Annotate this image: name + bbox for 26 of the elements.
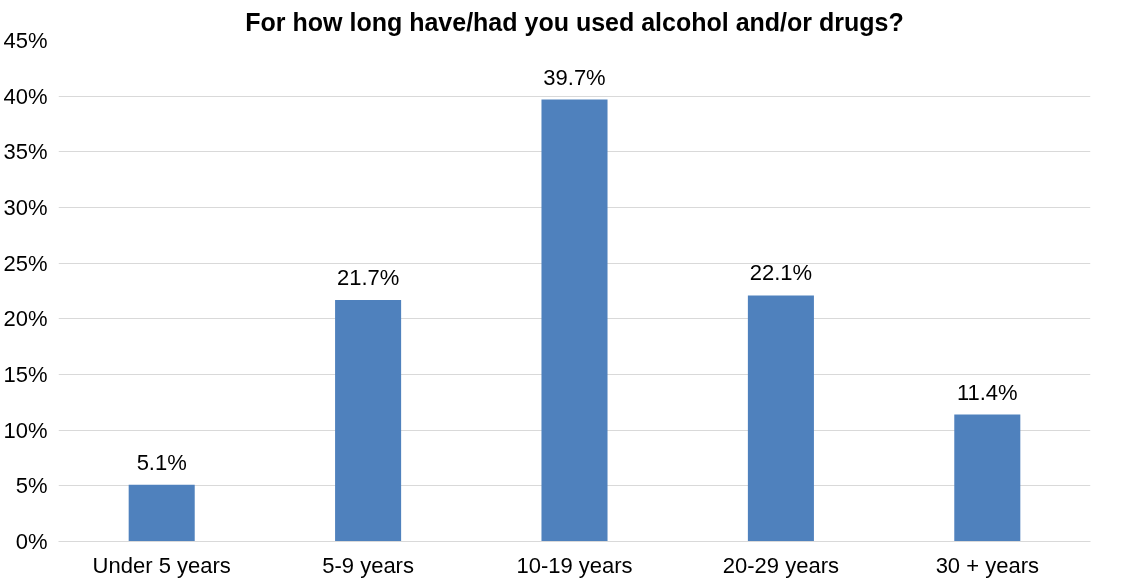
y-tick-label: 40% bbox=[3, 83, 48, 109]
data-label: 22.1% bbox=[749, 260, 813, 286]
y-tick-label: 30% bbox=[3, 195, 48, 220]
data-label: 11.4% bbox=[956, 379, 1018, 405]
x-tick-label: Under 5 years bbox=[92, 552, 231, 578]
data-label: 21.7% bbox=[336, 264, 400, 290]
bar bbox=[335, 299, 402, 542]
x-tick-label: 5-9 years bbox=[322, 552, 414, 578]
data-label: 39.7% bbox=[543, 64, 606, 90]
chart-title: For how long have/had you used alcohol and/or drugs? bbox=[245, 7, 904, 36]
bar bbox=[541, 99, 608, 542]
x-tick-label: 30 + years bbox=[935, 552, 1039, 578]
y-tick-label: 45% bbox=[3, 28, 48, 53]
bar bbox=[128, 484, 195, 542]
y-tick-label: 15% bbox=[3, 362, 48, 387]
y-tick-label: 10% bbox=[3, 417, 48, 443]
y-tick-label: 20% bbox=[3, 306, 48, 332]
y-tick-label: 5% bbox=[15, 473, 48, 499]
y-tick-label: 35% bbox=[3, 139, 48, 165]
y-tick-label: 25% bbox=[3, 250, 48, 276]
data-label: 5.1% bbox=[136, 449, 187, 475]
bar bbox=[954, 414, 1021, 542]
x-tick-label: 10-19 years bbox=[516, 552, 633, 578]
bar bbox=[747, 295, 814, 542]
x-tick-label: 20-29 years bbox=[722, 552, 839, 578]
y-tick-label: 0% bbox=[15, 529, 48, 554]
